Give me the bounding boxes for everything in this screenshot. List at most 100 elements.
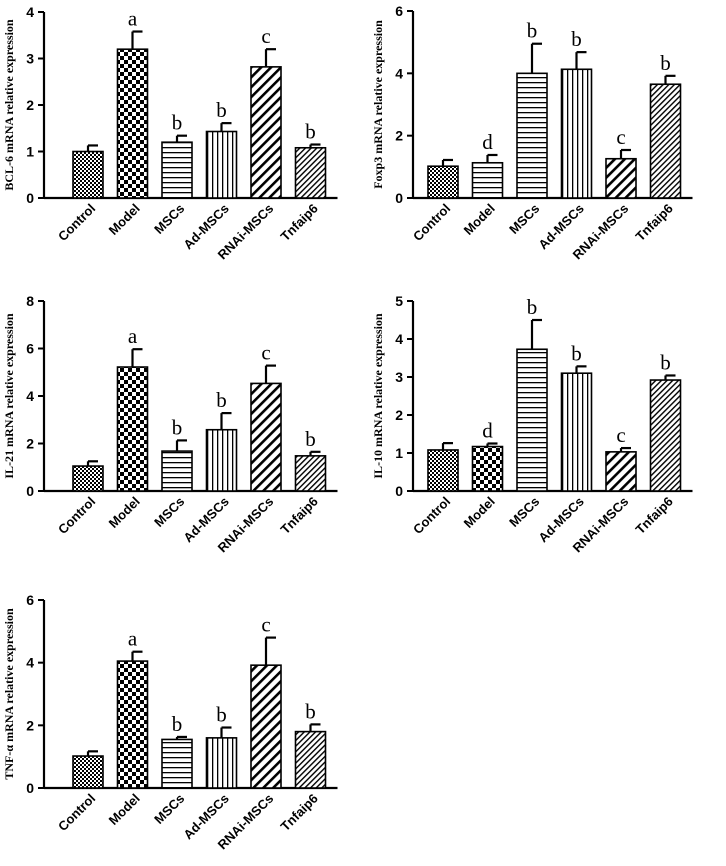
bcl6-category-label: Tnfaip6	[278, 201, 321, 244]
bcl6-significance-letter: c	[261, 24, 270, 48]
il10-category-label: Control	[410, 494, 453, 537]
il10-significance-letter: d	[482, 419, 493, 443]
il21-ytick-label: 4	[26, 388, 34, 404]
il21-category-label: MSCs	[151, 494, 187, 530]
tnfa-ytick-label: 4	[26, 655, 34, 671]
il21-ytick-label: 2	[26, 436, 34, 452]
tnfa-bar-model	[116, 660, 149, 789]
tnfa-significance-letter: b	[172, 712, 183, 736]
foxp3-ytick-label: 0	[395, 190, 403, 206]
foxp3-category-label: Tnfaip6	[633, 201, 676, 244]
foxp3-significance-letter: d	[482, 130, 493, 154]
il21-bar-model	[116, 366, 149, 492]
il10-bar-ad-mscs	[560, 372, 593, 492]
tnfa-ytick-label: 0	[26, 780, 34, 796]
il10-bar-tnfaip6	[649, 379, 682, 492]
bcl6-bar-model	[116, 48, 149, 199]
panel-il21: 0 2 4 6 8 IL-21 mRNA relative expression Contr…	[2, 293, 338, 555]
il21-category-label: Model	[106, 494, 143, 531]
bcl6-bar-control	[72, 150, 104, 199]
tnfa-bar-ad-mscs	[205, 737, 238, 789]
il21-significance-letter: b	[216, 388, 227, 412]
il10-ytick-label: 5	[395, 293, 403, 309]
il10-bar-control	[427, 449, 459, 492]
il10-ytick-label: 1	[395, 445, 403, 461]
bcl6-significance-letter: a	[128, 7, 138, 31]
foxp3-category-label: Model	[461, 201, 498, 238]
il21-ytick-label: 6	[26, 341, 34, 357]
il10-significance-letter: c	[616, 423, 625, 447]
bcl6-ytick-label: 3	[26, 51, 34, 67]
il21-bar-tnfaip6	[294, 455, 327, 492]
il21-significance-letter: b	[305, 427, 316, 451]
il10-ytick-label: 0	[395, 483, 403, 499]
il21-bar-ad-mscs	[205, 428, 238, 492]
il21-category-label: Tnfaip6	[278, 494, 321, 537]
bcl6-y-axis-title: BCL-6 mRNA relative expression	[2, 19, 16, 191]
tnfa-significance-letter: b	[216, 703, 227, 727]
bcl6-category-label: MSCs	[151, 201, 187, 237]
foxp3-significance-letter: b	[527, 19, 538, 43]
il10-significance-letter: b	[527, 295, 538, 319]
foxp3-significance-letter: c	[616, 125, 625, 149]
panel-tnfa: 0 2 4 6 TNF-α mRNA relative expression Contro…	[2, 592, 338, 852]
il21-significance-letter: c	[261, 341, 270, 365]
il10-y-axis-title: IL-10 mRNA relative expression	[371, 313, 385, 479]
bcl6-ytick-label: 1	[26, 144, 34, 160]
foxp3-bar-rnai-mscs	[605, 157, 637, 199]
foxp3-y-axis-title: Foxp3 mRNA relative expression	[371, 20, 385, 189]
il21-significance-letter: b	[172, 415, 183, 439]
il21-category-label: Control	[55, 494, 98, 537]
tnfa-category-label: Control	[55, 791, 98, 834]
foxp3-bar-tnfaip6	[649, 83, 682, 199]
il21-bar-control	[72, 465, 104, 492]
bcl6-category-label: Control	[55, 201, 98, 244]
bcl6-bar-ad-mscs	[205, 130, 238, 199]
il10-significance-letter: b	[660, 350, 671, 374]
panel-bcl6: 0 1 2 3 4 BCL-6 mRNA relative expression Contr…	[2, 4, 338, 262]
tnfa-ytick-label: 2	[26, 717, 34, 733]
tnfa-category-label: Model	[106, 791, 143, 828]
il10-bar-model	[471, 445, 504, 492]
il10-ytick-label: 2	[395, 407, 403, 423]
foxp3-bar-ad-mscs	[560, 68, 593, 199]
bcl6-ytick-label: 0	[26, 190, 34, 206]
tnfa-bar-control	[72, 755, 104, 789]
bcl6-ytick-label: 4	[26, 4, 34, 20]
il10-bar-rnai-mscs	[605, 451, 637, 492]
il10-bar-mscs	[516, 348, 548, 492]
tnfa-bar-mscs	[161, 738, 193, 789]
tnfa-category-label: Tnfaip6	[278, 791, 321, 834]
il10-category-label: MSCs	[506, 494, 542, 530]
tnfa-bar-rnai-mscs	[250, 664, 282, 789]
il10-category-label: Tnfaip6	[633, 494, 676, 537]
tnfa-category-label: MSCs	[151, 791, 187, 827]
foxp3-significance-letter: b	[571, 27, 582, 51]
foxp3-category-label: MSCs	[506, 201, 542, 237]
tnfa-significance-letter: a	[128, 627, 138, 651]
bcl6-category-label: Model	[106, 201, 143, 238]
tnfa-significance-letter: b	[305, 699, 316, 723]
il21-bar-rnai-mscs	[250, 382, 282, 492]
foxp3-bar-control	[427, 165, 459, 199]
foxp3-ytick-label: 4	[395, 65, 403, 81]
bcl6-bar-mscs	[161, 141, 193, 199]
tnfa-y-axis-title: TNF-α mRNA relative expression	[2, 608, 16, 780]
il21-y-axis-title: IL-21 mRNA relative expression	[2, 313, 16, 479]
il21-significance-letter: a	[128, 324, 138, 348]
bcl6-significance-letter: b	[172, 111, 183, 135]
bcl6-ytick-label: 2	[26, 97, 34, 113]
il21-ytick-label: 0	[26, 483, 34, 499]
il10-ytick-label: 3	[395, 369, 403, 385]
tnfa-significance-letter: c	[261, 613, 270, 637]
foxp3-significance-letter: b	[660, 51, 671, 75]
il10-significance-letter: b	[571, 341, 582, 365]
il21-bar-mscs	[161, 450, 193, 492]
foxp3-ytick-label: 2	[395, 128, 403, 144]
bcl6-significance-letter: b	[216, 98, 227, 122]
il10-category-label: Model	[461, 494, 498, 531]
bcl6-bar-tnfaip6	[294, 146, 327, 199]
tnfa-bar-tnfaip6	[294, 730, 327, 789]
panel-il10: 0 1 2 3 4 5 IL-10 mRNA relative expression Cont…	[371, 293, 693, 555]
